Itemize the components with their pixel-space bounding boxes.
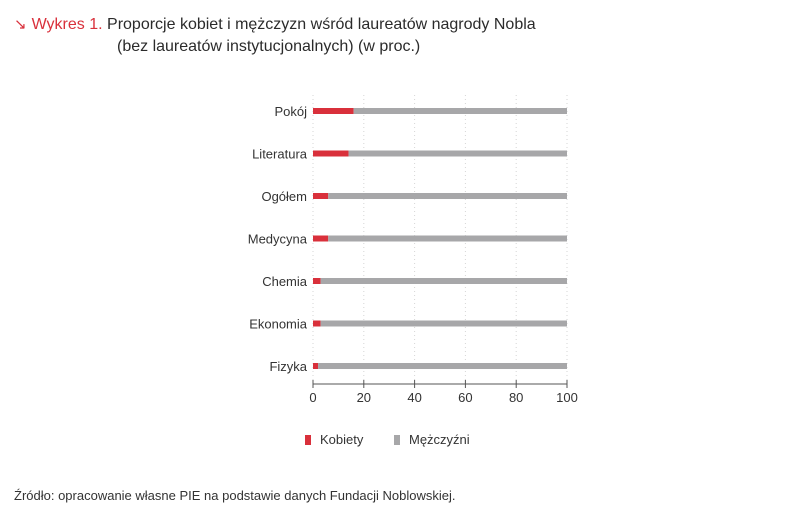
category-label: Fizyka [269,359,307,374]
x-tick-label: 0 [309,390,316,405]
x-tick-label: 20 [357,390,371,405]
chart-header: ↘ Wykres 1. Proporcje kobiet i mężczyzn w… [14,14,784,58]
bar-kobiety [313,108,354,114]
category-labels: Pokój Literatura Ogółem Medycyna Chemia Ekono… [248,104,308,374]
bar-kobiety [313,278,321,284]
legend-swatch [394,435,400,445]
figure-label: Wykres 1. [31,16,103,33]
bar-mezczyzni [328,193,567,199]
bar-mezczyzni [318,363,567,369]
chart-title-line-1: Proporcje kobiet i mężczyzn wśród laurea… [107,16,536,33]
x-tick-label: 40 [407,390,421,405]
bar-kobiety [313,363,319,369]
bar-mezczyzni [320,278,567,284]
source-note: Źródło: opracowanie własne PIE na podsta… [14,488,456,503]
legend: Kobiety Mężczyźni [305,432,470,447]
bar-mezczyzni [348,150,567,157]
x-tick-label: 100 [556,390,578,405]
bar-kobiety [313,150,349,157]
legend-label: Kobiety [320,432,364,447]
category-label: Ogółem [261,189,307,204]
title-line-1: ↘ Wykres 1. Proporcje kobiet i mężczyzn w… [14,14,784,36]
category-label: Literatura [252,147,308,162]
bar-mezczyzni [353,108,567,114]
bar-kobiety [313,320,321,327]
chart-title-line-2: (bez laureatów instytucjonalnych) (w pro… [117,38,421,55]
bar-mezczyzni [320,320,567,327]
category-label: Chemia [262,274,308,289]
x-tick-label: 60 [458,390,472,405]
category-label: Pokój [274,104,307,119]
bar-kobiety [313,193,329,199]
category-label: Medycyna [248,232,308,247]
bar-mezczyzni [328,235,567,242]
x-tick-labels: 0 20 40 60 80 100 [309,390,577,405]
x-tick-label: 80 [509,390,523,405]
legend-swatch [305,435,311,445]
legend-label: Mężczyźni [409,432,470,447]
category-label: Ekonomia [249,317,308,332]
arrow-down-right-icon: ↘ [14,16,27,33]
bar-kobiety [313,235,329,242]
bars [313,108,567,369]
